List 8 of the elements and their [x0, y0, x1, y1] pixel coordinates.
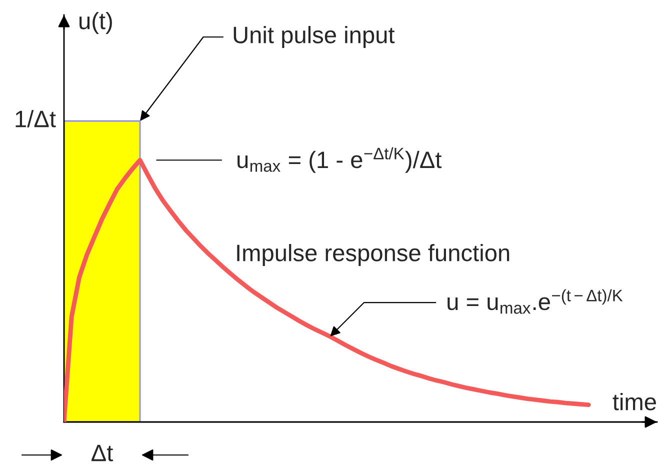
y-axis-title: u(t)	[80, 12, 112, 34]
text: 1/Δt	[16, 110, 56, 128]
annotation: u$_{max}$ = (1 - e$^{−Δt/K}$)/Δt	[238, 147, 442, 173]
annotation: u = u$_{max}$.e$^{−(t−Δt)/K}$	[448, 289, 623, 314]
x-axis-title: time	[612, 392, 656, 410]
text: Δt	[92, 444, 114, 462]
annotation: Impulse response function	[237, 244, 510, 266]
text: Unit pulse input	[234, 26, 395, 48]
